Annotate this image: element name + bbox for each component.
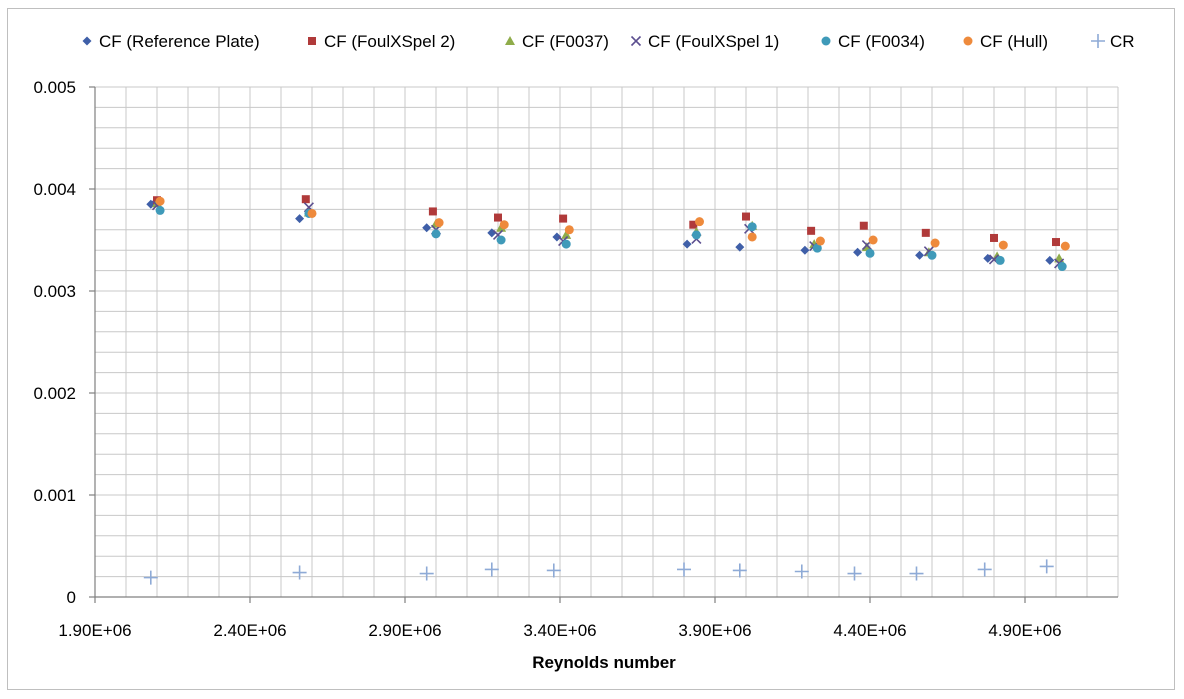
data-point [859,221,868,230]
data-point [561,239,571,249]
legend-marker [82,36,92,46]
data-point [794,564,809,579]
data-point [815,236,825,246]
data-point [1039,559,1054,574]
data-point [143,570,158,585]
x-tick-label: 3.90E+06 [678,621,751,640]
data-point [307,208,317,218]
series-5 [155,196,1070,251]
data-point [431,229,441,239]
data-point [865,248,875,258]
data-point [301,195,310,204]
data-point [564,225,574,235]
x-tick-label: 1.90E+06 [58,621,131,640]
data-point [494,213,502,222]
data-point [747,232,757,242]
legend-label: CR [1110,32,1135,51]
data-point [691,230,701,240]
x-tick-label: 2.40E+06 [213,621,286,640]
y-tick-label: 0 [67,588,76,607]
y-tick-label: 0.001 [33,486,76,505]
data-point [921,228,930,237]
x-tick-label: 4.90E+06 [988,621,1061,640]
legend-label: CF (F0034) [838,32,925,51]
data-point [732,563,747,578]
x-axis-title: Reynolds number [532,653,676,672]
legend-label: CF (FoulXSpel 2) [324,32,455,51]
data-point [419,566,434,581]
data-point [155,205,165,215]
legend-label: CF (F0037) [522,32,609,51]
x-tick-labels: 1.90E+06 2.40E+06 2.90E+06 3.40E+06 3.90E+06… [58,621,1061,640]
data-point [682,239,692,249]
legend-marker [963,36,973,46]
legend-marker [505,36,515,45]
data-point [677,562,691,577]
data-point [1052,238,1060,247]
data-points [143,195,1070,585]
y-tick-label: 0.003 [33,282,76,301]
data-point [927,250,937,260]
data-point [1060,241,1070,251]
data-point [998,240,1008,250]
data-point [977,562,992,577]
axes [89,86,1118,603]
data-point [909,566,924,581]
data-point [434,218,444,228]
data-point [496,235,506,245]
data-point [853,247,863,257]
data-point [428,207,437,216]
data-point [915,250,925,260]
data-point [807,226,816,235]
data-point [812,243,822,253]
y-tick-labels: 0 0.001 0.002 0.003 0.004 0.005 [33,78,76,607]
data-point [800,245,810,255]
data-point [868,235,878,245]
legend-marker [630,35,642,47]
data-point [292,565,307,580]
data-point [983,253,993,263]
legend-marker [1091,34,1105,48]
data-point [689,220,698,229]
legend-label: CF (Reference Plate) [99,32,260,51]
x-tick-label: 3.40E+06 [523,621,596,640]
data-point [559,214,568,223]
data-point [735,242,745,252]
legend-label: CF (FoulXSpel 1) [648,32,779,51]
data-point [499,220,509,230]
data-point [742,212,750,221]
x-tick-label: 4.40E+06 [833,621,906,640]
grid [94,86,1119,598]
legend-label: CF (Hull) [980,32,1048,51]
data-point [747,222,757,232]
data-point [561,229,572,239]
data-point [155,196,165,206]
y-tick-label: 0.005 [33,78,76,97]
series-0 [146,199,1055,265]
x-tick-label: 2.90E+06 [368,621,441,640]
legend-marker [308,37,316,45]
data-point [1057,262,1067,272]
series-4 [155,205,1067,272]
y-tick-label: 0.002 [33,384,76,403]
data-point [1045,255,1055,265]
data-point [546,563,561,578]
data-point [990,233,998,242]
data-point [484,562,499,577]
data-point [995,255,1005,265]
data-point [295,214,305,224]
legend-marker [821,36,831,46]
data-point [552,232,562,242]
data-point [695,217,704,227]
legend: CF (Reference Plate) CF (FoulXSpel 2) CF (… [82,32,1135,51]
data-point [930,238,940,248]
series-1 [153,195,1060,247]
data-point [847,566,862,581]
series-6 [143,559,1054,585]
data-point [422,223,432,233]
y-tick-label: 0.004 [33,180,76,199]
